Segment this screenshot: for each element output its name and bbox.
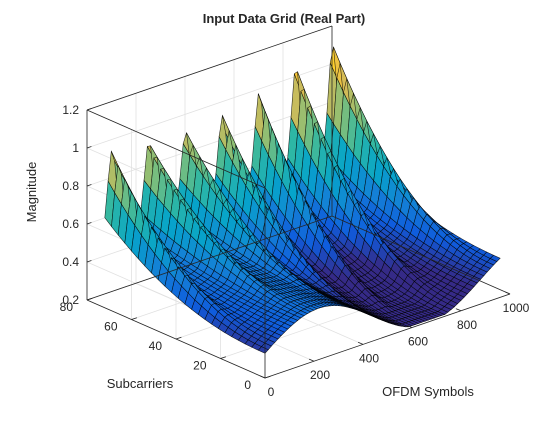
x-tick-label: 0 bbox=[268, 385, 275, 399]
axis-edge bbox=[86, 109, 266, 189]
z-tick-mark bbox=[86, 222, 92, 225]
y-tick-mark bbox=[131, 317, 138, 320]
z-tick-label: 0.6 bbox=[62, 217, 79, 231]
surface-patch bbox=[489, 254, 501, 262]
z-tick-label: 0.8 bbox=[62, 179, 79, 193]
x-tick-mark bbox=[455, 308, 462, 312]
x-tick-mark bbox=[406, 325, 413, 328]
z-tick-label: 0.2 bbox=[62, 293, 79, 307]
x-tick-mark bbox=[504, 291, 511, 295]
z-axis-label: Magnitude bbox=[24, 162, 39, 223]
x-tick-label: 800 bbox=[457, 318, 477, 332]
axis-edge bbox=[264, 293, 511, 379]
grid-line bbox=[86, 63, 333, 149]
y-tick-label: 0 bbox=[244, 378, 251, 392]
y-tick-mark bbox=[220, 356, 227, 359]
axis-edge bbox=[86, 215, 333, 301]
z-tick-mark bbox=[86, 108, 92, 111]
y-tick-mark bbox=[175, 336, 182, 340]
chart-title: Input Data Grid (Real Part) bbox=[203, 11, 366, 26]
y-tick-label: 20 bbox=[193, 359, 207, 373]
y-axis-label: Subcarriers bbox=[107, 376, 174, 391]
z-tick-label: 1.2 bbox=[62, 103, 79, 117]
z-tick-mark bbox=[86, 184, 92, 187]
y-tick-label: 80 bbox=[60, 300, 74, 314]
axes-box bbox=[86, 25, 511, 379]
x-tick-label: 600 bbox=[408, 335, 428, 349]
axis-edge bbox=[86, 25, 333, 111]
x-tick-label: 400 bbox=[359, 351, 379, 365]
z-tick-mark bbox=[86, 260, 92, 263]
surface-layer bbox=[104, 46, 501, 354]
y-tick-label: 60 bbox=[104, 320, 118, 334]
axis-edge bbox=[331, 215, 511, 295]
z-tick-mark bbox=[86, 146, 92, 149]
tick-layer: 0 200 400 600 800 1000 0 20 40 60 800.2 0.4 0.6 0.8 1 1… bbox=[60, 103, 530, 399]
x-tick-mark bbox=[308, 358, 315, 362]
y-tick-label: 40 bbox=[149, 339, 163, 353]
z-tick-label: 0.4 bbox=[62, 255, 79, 269]
x-axis-label: OFDM Symbols bbox=[382, 384, 474, 399]
x-tick-label: 1000 bbox=[503, 301, 530, 315]
x-tick-label: 200 bbox=[310, 368, 330, 382]
x-tick-mark bbox=[259, 375, 266, 379]
y-tick-mark bbox=[264, 375, 271, 379]
x-tick-mark bbox=[357, 341, 364, 345]
z-tick-mark bbox=[86, 298, 92, 301]
z-tick-label: 1 bbox=[72, 141, 79, 155]
